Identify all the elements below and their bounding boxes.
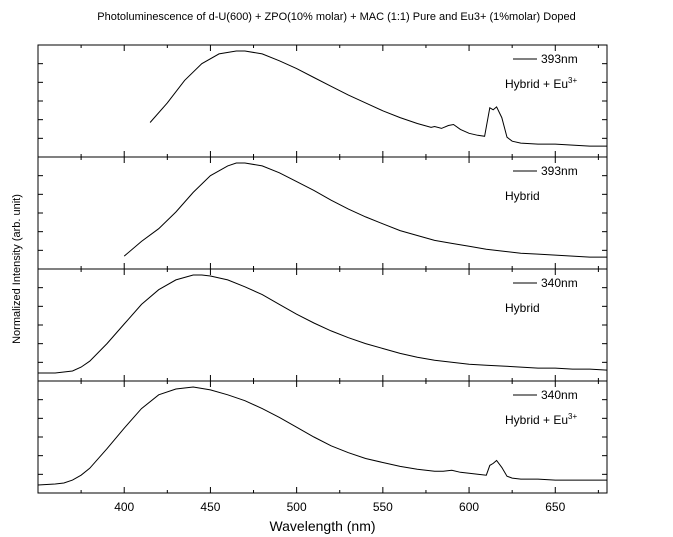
x-axis-label: Wavelength (nm)	[269, 518, 375, 534]
x-tick-label: 600	[459, 500, 479, 514]
x-tick-label: 500	[287, 500, 307, 514]
panel-frame-1	[37, 44, 608, 158]
panel-label-1: Hybrid + Eu3+	[505, 76, 577, 91]
panel-label-superscript: 3+	[568, 412, 577, 421]
chart-title: Photoluminescence of d-U(600) + ZPO(10% …	[97, 11, 576, 23]
panel-label-superscript: 3+	[568, 76, 577, 85]
panel-label-4: Hybrid + Eu3+	[505, 412, 577, 427]
x-tick-label: 650	[545, 500, 565, 514]
panel-label-3: Hybrid	[505, 301, 540, 315]
panel-frame-2	[37, 156, 608, 270]
legend-label-1: 393nm	[541, 52, 578, 66]
x-tick-label: 400	[114, 500, 134, 514]
legend-label-2: 393nm	[541, 164, 578, 178]
series-line-4	[37, 386, 607, 486]
legend-label-4: 340nm	[541, 388, 578, 402]
x-tick-label: 450	[200, 500, 220, 514]
y-axis-label: Normalized Intensity (arb. unit)	[11, 194, 23, 344]
series-line-3	[38, 274, 608, 374]
x-tick-label: 550	[373, 500, 393, 514]
panel-label-2: Hybrid	[505, 189, 540, 203]
panel-frame-4	[37, 380, 608, 494]
series-line-2	[123, 162, 607, 258]
series-line-1	[149, 50, 607, 147]
legend-label-3: 340nm	[541, 276, 578, 290]
